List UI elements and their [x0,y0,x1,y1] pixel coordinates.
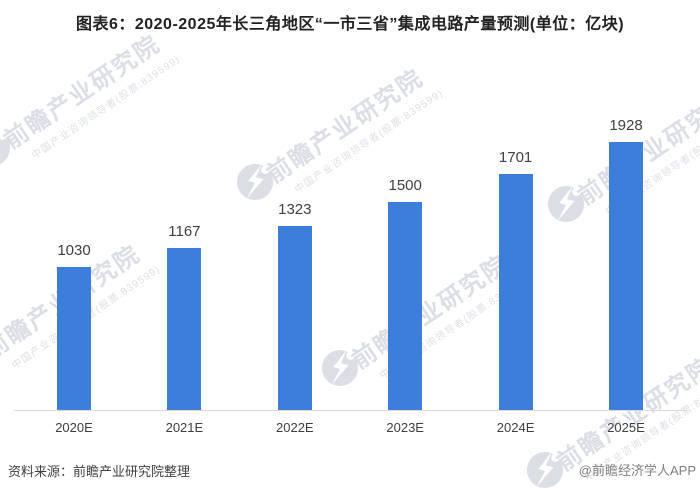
x-tick-2025E: 2025E [607,420,645,435]
chart-title: 图表6：2020-2025年长三角地区“一市三省”集成电路产量预测(单位：亿块) [75,16,625,33]
x-tick-2023E: 2023E [386,420,424,435]
watermark-text-large: 前瞻产业研究院 [0,30,166,155]
watermark-text-large: 前瞻产业研究院 [347,250,514,375]
bar-2022E [277,226,312,410]
value-label-2023E: 1500 [388,177,422,194]
bar-2020E [57,267,91,410]
watermark-text-large: 前瞻产业研究院 [262,64,429,189]
bar-2025E [609,142,643,410]
source-note: 资料来源：前瞻产业研究院整理 [8,464,191,479]
value-label-2025E: 1928 [609,117,643,134]
value-label-2022E: 1323 [278,201,312,218]
value-label-2020E: 1030 [57,242,91,259]
x-tick-2024E: 2024E [496,420,535,435]
credit-note: @前瞻经济学人APP [578,463,696,478]
x-tick-2022E: 2022E [276,420,314,435]
bar-2021E [167,248,202,410]
value-label-2021E: 1167 [168,223,201,240]
qianzhan-globe-logo-icon [547,185,585,223]
value-label-2024E: 1701 [498,149,533,166]
watermark-text-small: 中国产业咨询领导者(股票:839599) [29,53,183,162]
bar-2023E [388,202,423,410]
qianzhan-globe-logo-icon [321,349,359,387]
qianzhan-globe-logo-icon [526,451,564,489]
watermark-text: 前瞻产业研究院中国产业咨询领导者(股票:839599) [0,20,183,170]
x-tick-2020E: 2020E [55,420,93,435]
bar-2024E [498,174,533,410]
x-tick-2021E: 2021E [165,420,204,435]
qianzhan-globe-logo-icon [0,129,11,167]
x-axis-line [14,410,687,411]
qianzhan-globe-logo-icon [236,163,274,201]
